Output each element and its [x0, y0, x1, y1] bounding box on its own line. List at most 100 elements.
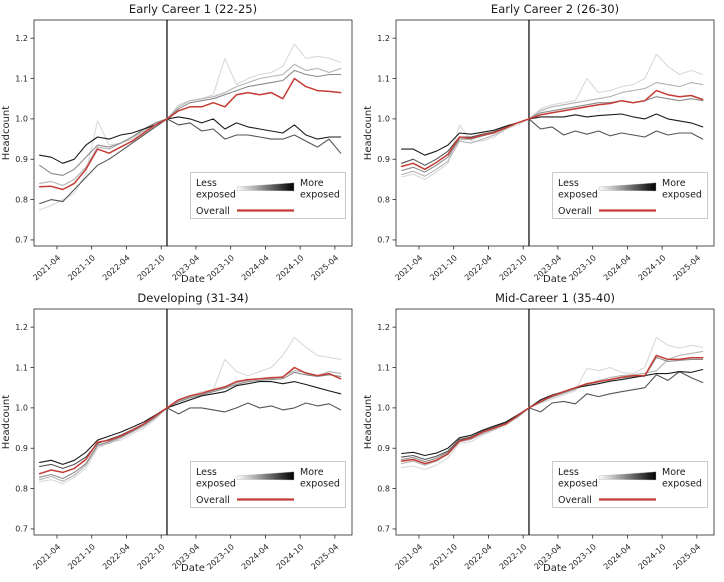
y-tick-label: 0.9 — [377, 444, 390, 453]
x-tick-label: 2024-04 — [240, 542, 271, 571]
legend-overall-label: Overall — [558, 495, 592, 506]
y-axis-label: Headcount — [363, 395, 374, 449]
panel-early-career-2: 0.7 0.8 0.9 1.0 1.1 1.2 2021-04 2021-10 2022-04 2… — [362, 0, 724, 289]
legend-less-label-2: exposed — [558, 190, 598, 201]
legend-more-label-1: More — [662, 467, 686, 478]
legend-overall-label: Overall — [558, 206, 592, 217]
x-tick-label: 2024-10 — [637, 542, 668, 571]
series-line-overall — [38, 77, 342, 191]
exposure-gradient-swatch — [598, 471, 657, 481]
y-tick-label: 0.7 — [377, 525, 390, 534]
x-axis-label: Date — [181, 274, 205, 285]
series-line-exposure-q2 — [39, 63, 342, 187]
y-tick-label: 0.8 — [15, 484, 28, 493]
x-tick-label: 2025-04 — [671, 542, 702, 571]
legend-overall-label: Overall — [196, 206, 230, 217]
x-tick-label: 2024-04 — [240, 253, 271, 282]
y-axis-label: Headcount — [1, 106, 12, 160]
y-tick-label: 1.1 — [15, 74, 28, 83]
x-tick-label: 2021-04 — [393, 542, 424, 571]
panel-early-career-1: 0.7 0.8 0.9 1.0 1.1 1.2 2021-04 2021-10 2022-04 2… — [0, 0, 362, 289]
x-tick-label: 2021-10 — [66, 542, 97, 571]
chart-title: Mid-Career 1 (35-40) — [495, 291, 615, 305]
legend-more-label-2: exposed — [300, 190, 340, 201]
legend-more-label-1: More — [300, 467, 324, 478]
x-tick-label: 2021-10 — [428, 253, 459, 282]
x-tick-label: 2022-10 — [136, 542, 167, 571]
exposure-gradient-swatch — [598, 182, 657, 192]
x-tick-label: 2022-04 — [463, 253, 494, 282]
panel-mid-career-1: 0.7 0.8 0.9 1.0 1.1 1.2 2021-04 2021-10 2022-04 2… — [362, 289, 724, 578]
legend-less-label-2: exposed — [558, 479, 598, 490]
chart-title: Early Career 2 (26-30) — [491, 2, 619, 16]
y-tick-label: 1.0 — [377, 115, 390, 124]
legend-more-label-1: More — [300, 178, 324, 189]
x-tick-label: 2023-10 — [205, 542, 236, 571]
x-tick-label: 2025-04 — [671, 253, 702, 282]
x-tick-label: 2022-04 — [101, 253, 132, 282]
legend-less-label-1: Less — [196, 467, 217, 478]
x-tick-label: 2021-04 — [393, 253, 424, 282]
legend-less-label-1: Less — [558, 467, 579, 478]
series-line-exposure-q4 — [401, 118, 704, 166]
y-tick-label: 1.1 — [15, 363, 28, 372]
legend-more-label-2: exposed — [300, 479, 340, 490]
y-axis-label: Headcount — [1, 395, 12, 449]
x-tick-label: 2024-04 — [602, 253, 633, 282]
y-tick-label: 0.8 — [377, 484, 390, 493]
x-axis-label: Date — [543, 274, 567, 285]
series-line-exposure-q5-most-exposed- — [39, 116, 342, 164]
x-tick-label: 2021-10 — [66, 253, 97, 282]
exposure-gradient-swatch — [236, 182, 295, 192]
series-line-exposure-q5-most-exposed- — [401, 113, 704, 156]
y-tick-label: 1.0 — [15, 115, 28, 124]
x-tick-label: 2021-04 — [31, 542, 62, 571]
series-line-exposure-q2 — [401, 82, 704, 177]
x-tick-label: 2021-04 — [31, 253, 62, 282]
x-tick-label: 2022-10 — [498, 253, 529, 282]
series-line-exposure-q3 — [39, 371, 342, 480]
y-tick-label: 1.2 — [377, 323, 390, 332]
legend-less-label-2: exposed — [196, 479, 236, 490]
x-tick-label: 2022-10 — [498, 542, 529, 571]
y-tick-label: 1.2 — [377, 34, 390, 43]
x-tick-label: 2021-10 — [428, 542, 459, 571]
y-tick-label: 0.7 — [377, 236, 390, 245]
series-line-overall — [38, 366, 342, 475]
y-tick-label: 1.2 — [15, 34, 28, 43]
y-tick-label: 0.9 — [377, 155, 390, 164]
legend-more-label-2: exposed — [662, 479, 702, 490]
y-tick-label: 0.7 — [15, 236, 28, 245]
series-line-exposure-q1-least-exposed- — [401, 336, 704, 471]
x-tick-label: 2024-10 — [275, 542, 306, 571]
legend-more-label-1: More — [662, 178, 686, 189]
legend-overall-label: Overall — [196, 495, 230, 506]
x-tick-label: 2024-04 — [602, 542, 633, 571]
x-tick-label: 2022-04 — [101, 542, 132, 571]
x-tick-label: 2023-10 — [567, 542, 598, 571]
series-line-exposure-q3 — [39, 69, 342, 176]
y-tick-label: 1.0 — [15, 404, 28, 413]
series-line-overall — [400, 354, 704, 465]
x-tick-label: 2024-10 — [637, 253, 668, 282]
series-line-exposure-q4 — [401, 371, 704, 461]
chart-title: Developing (31-34) — [137, 291, 248, 305]
x-tick-label: 2025-04 — [309, 253, 340, 282]
exposure-gradient-swatch — [236, 471, 295, 481]
y-axis-label: Headcount — [363, 106, 374, 160]
series-line-exposure-q4 — [39, 118, 342, 205]
x-tick-label: 2023-10 — [205, 253, 236, 282]
x-tick-label: 2024-10 — [275, 253, 306, 282]
y-tick-label: 1.1 — [377, 363, 390, 372]
y-tick-label: 0.9 — [15, 155, 28, 164]
x-tick-label: 2022-04 — [463, 542, 494, 571]
legend-less-label-1: Less — [558, 178, 579, 189]
